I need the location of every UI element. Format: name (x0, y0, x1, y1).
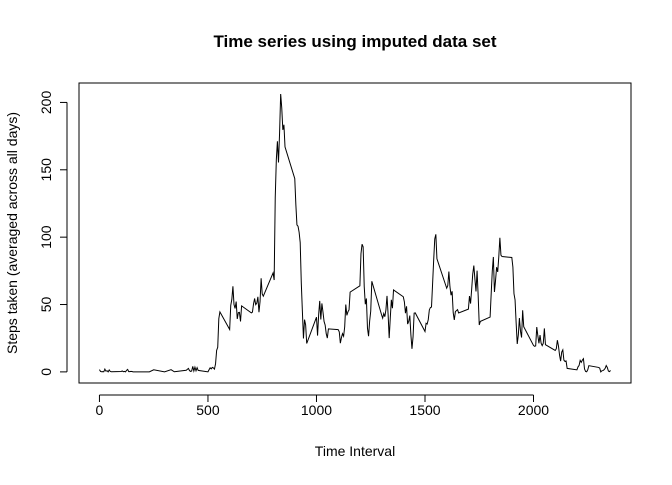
plot-frame (78, 82, 632, 384)
y-tick-label: 200 (38, 91, 54, 115)
y-tick-label: 0 (38, 368, 54, 376)
x-tick-label: 500 (196, 402, 220, 418)
data-line (99, 94, 611, 373)
y-axis-title: Steps taken (averaged across all days) (4, 112, 20, 354)
x-axis-title: Time Interval (315, 443, 395, 459)
x-tick-label: 0 (96, 402, 104, 418)
chart-title: Time series using imputed data set (213, 32, 496, 51)
y-tick-label: 100 (38, 225, 54, 249)
x-tick-label: 1000 (301, 402, 332, 418)
x-tick-label: 1500 (409, 402, 440, 418)
y-tick-label: 50 (38, 297, 54, 313)
y-tick-label: 150 (38, 158, 54, 182)
x-tick-label: 2000 (518, 402, 549, 418)
